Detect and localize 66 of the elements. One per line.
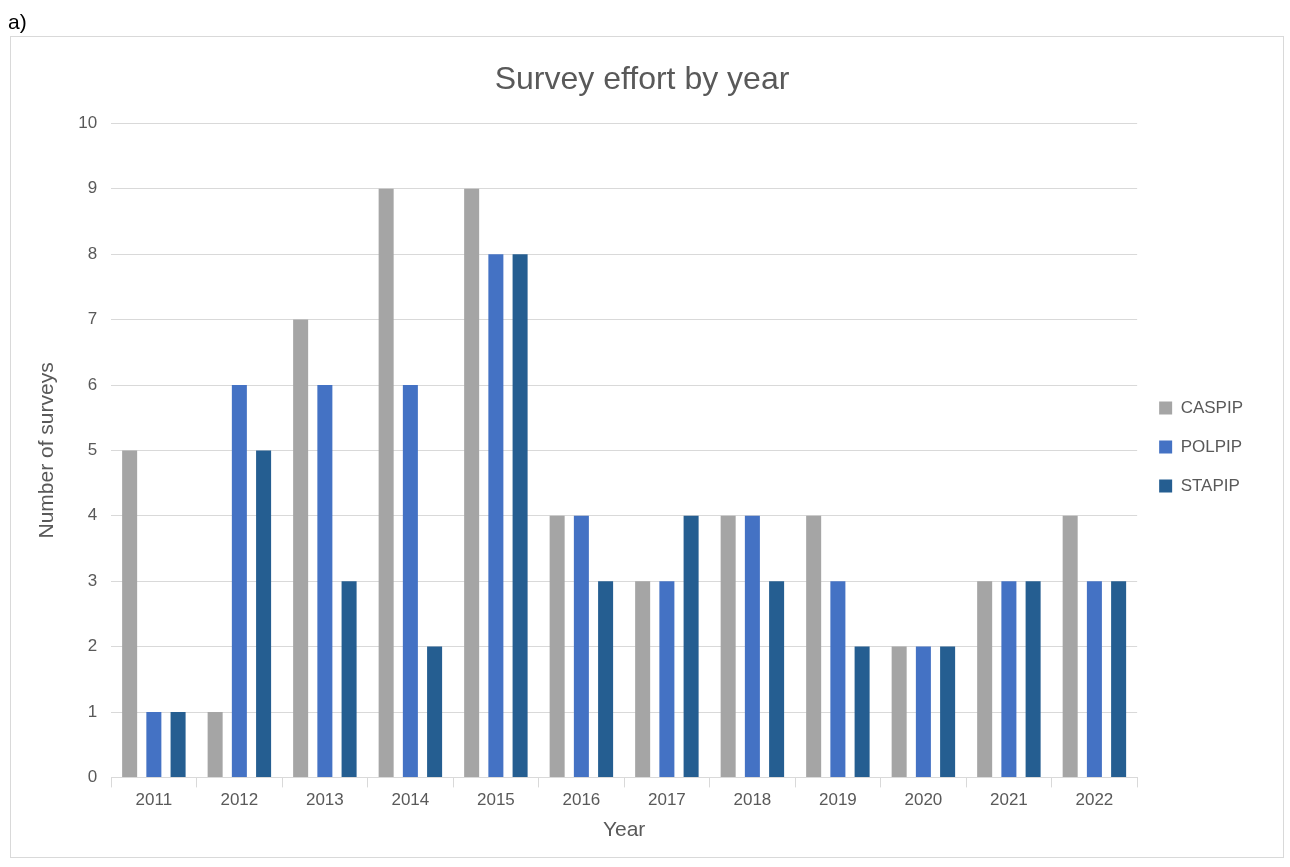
- x-tick-label: 2021: [989, 790, 1028, 810]
- x-tick-label: 2013: [305, 790, 344, 810]
- bar: [122, 450, 138, 777]
- bar: [659, 581, 675, 777]
- x-tick-label: 2015: [476, 790, 515, 810]
- bar: [341, 581, 357, 777]
- bar: [1025, 581, 1041, 777]
- legend-label: STAPIP: [1180, 475, 1240, 495]
- bar: [549, 515, 565, 777]
- x-tick-label: 2019: [818, 790, 857, 810]
- y-tick-label: 9: [87, 178, 98, 198]
- bar: [915, 646, 931, 777]
- y-tick-label: 3: [87, 570, 98, 590]
- bar: [683, 515, 699, 777]
- bar: [170, 712, 186, 777]
- x-tick-label: 2018: [733, 790, 772, 810]
- legend-label: POLPIP: [1180, 436, 1243, 456]
- y-tick-label: 1: [87, 701, 98, 721]
- x-tick-label: 2016: [562, 790, 601, 810]
- bar: [1001, 581, 1017, 777]
- y-tick-label: 10: [78, 113, 98, 133]
- bar: [891, 646, 907, 777]
- bar: [1111, 581, 1127, 777]
- bar: [806, 515, 822, 777]
- x-tick-label: 2011: [135, 790, 173, 810]
- x-tick-label: 2012: [220, 790, 259, 810]
- bar: [1086, 581, 1102, 777]
- bar: [635, 581, 651, 777]
- y-tick-label: 5: [87, 440, 98, 460]
- bar: [402, 385, 418, 777]
- x-tick-label: 2020: [904, 790, 943, 810]
- bar: [1062, 515, 1078, 777]
- bar: [378, 188, 394, 777]
- y-axis-title: Number of surveys: [34, 362, 58, 539]
- bar: [720, 515, 736, 777]
- chart-title: Survey effort by year: [494, 60, 790, 97]
- bar: [256, 450, 272, 777]
- bar: [854, 646, 870, 777]
- bar: [427, 646, 443, 777]
- y-tick-label: 4: [87, 505, 98, 525]
- bar: [464, 188, 480, 777]
- bar: [744, 515, 760, 777]
- y-tick-label: 0: [87, 767, 98, 787]
- x-tick-label: 2022: [1075, 790, 1114, 810]
- bar: [940, 646, 956, 777]
- bar: [573, 515, 589, 777]
- bar: [977, 581, 993, 777]
- bar: [769, 581, 785, 777]
- bar: [512, 254, 528, 777]
- bar: [293, 319, 309, 777]
- x-tick-label: 2017: [647, 790, 686, 810]
- bar: [207, 712, 223, 777]
- bar: [317, 385, 333, 777]
- bar: [830, 581, 846, 777]
- y-tick-label: 2: [87, 636, 98, 656]
- legend-label: CASPIP: [1180, 397, 1243, 417]
- bar: [488, 254, 504, 777]
- bar: [598, 581, 614, 777]
- text: a): [8, 9, 28, 35]
- y-tick-label: 7: [87, 309, 98, 329]
- bar: [146, 712, 162, 777]
- bar: [231, 385, 247, 777]
- y-tick-label: 6: [87, 374, 98, 394]
- x-axis-title: Year: [602, 817, 646, 841]
- x-tick-label: 2014: [391, 790, 430, 810]
- y-tick-label: 8: [87, 243, 98, 263]
